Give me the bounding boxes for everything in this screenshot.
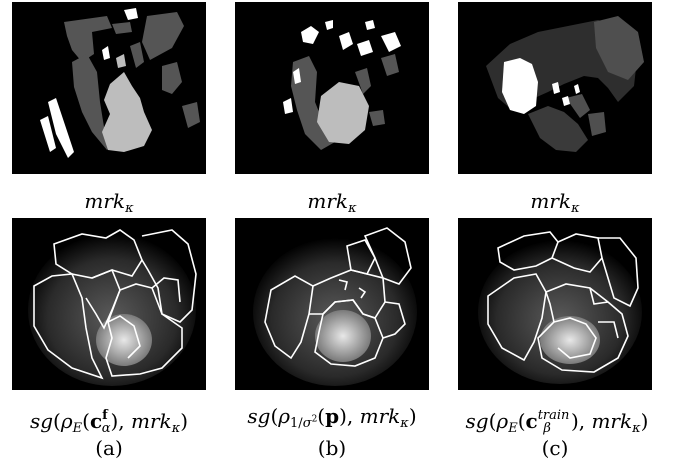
segmentation-image-c — [458, 218, 652, 390]
bottom-caption-b: sg(ρ1/σ2(p), mrkκ) — [247, 404, 417, 431]
label-c: (c) — [541, 436, 569, 460]
segmentation-image-b — [235, 218, 429, 390]
label-b: (b) — [317, 436, 347, 460]
top-caption-b: mrkκ — [307, 189, 357, 216]
bottom-caption-c: sg(ρE(ctrainβ), mrkκ) — [465, 408, 649, 436]
mask-image-b — [235, 2, 429, 174]
mask-image-c — [458, 2, 652, 174]
label-a: (a) — [95, 436, 123, 460]
top-caption-a: mrkκ — [84, 189, 134, 216]
top-caption-c: mrkκ — [530, 189, 580, 216]
segmentation-image-a — [12, 218, 206, 390]
bottom-caption-a: sg(ρE(cfα), mrkκ) — [29, 408, 189, 436]
mask-image-a — [12, 2, 206, 174]
